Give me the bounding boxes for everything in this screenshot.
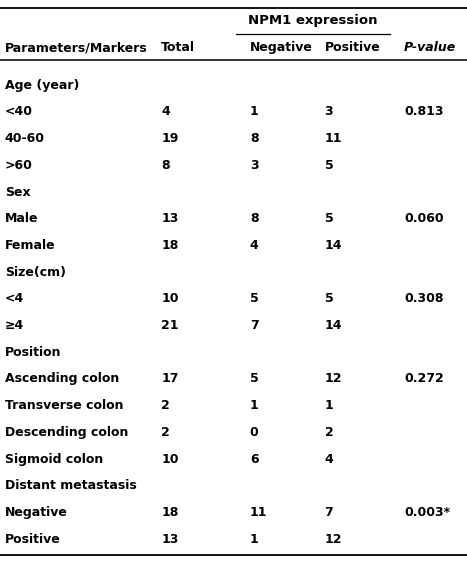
Text: 14: 14 [325, 319, 342, 332]
Text: 8: 8 [161, 159, 170, 172]
Text: 4: 4 [250, 239, 259, 252]
Text: 7: 7 [325, 506, 333, 519]
Text: Negative: Negative [250, 41, 313, 54]
Text: Female: Female [5, 239, 55, 252]
Text: 8: 8 [250, 132, 258, 145]
Text: Descending colon: Descending colon [5, 426, 128, 439]
Text: 12: 12 [325, 533, 342, 546]
Text: ≥4: ≥4 [5, 319, 24, 332]
Text: 10: 10 [161, 453, 178, 466]
Text: <4: <4 [5, 292, 24, 305]
Text: 3: 3 [250, 159, 258, 172]
Text: 4: 4 [325, 453, 333, 466]
Text: 18: 18 [161, 239, 178, 252]
Text: 0.272: 0.272 [404, 373, 444, 385]
Text: 17: 17 [161, 373, 178, 385]
Text: 1: 1 [250, 399, 259, 412]
Text: NPM1 expression: NPM1 expression [248, 14, 378, 27]
Text: 0.003*: 0.003* [404, 506, 450, 519]
Text: 2: 2 [325, 426, 333, 439]
Text: Ascending colon: Ascending colon [5, 373, 119, 385]
Text: 2: 2 [161, 399, 170, 412]
Text: 12: 12 [325, 373, 342, 385]
Text: Positive: Positive [5, 533, 60, 546]
Text: Parameters/Markers: Parameters/Markers [5, 41, 148, 54]
Text: Distant metastasis: Distant metastasis [5, 479, 136, 493]
Text: 6: 6 [250, 453, 258, 466]
Text: 1: 1 [250, 533, 259, 546]
Text: 5: 5 [325, 292, 333, 305]
Text: P-value: P-value [404, 41, 456, 54]
Text: 0.813: 0.813 [404, 105, 444, 118]
Text: 5: 5 [325, 159, 333, 172]
Text: Positive: Positive [325, 41, 380, 54]
Text: Size(cm): Size(cm) [5, 265, 66, 279]
Text: <40: <40 [5, 105, 33, 118]
Text: 1: 1 [325, 399, 333, 412]
Text: 19: 19 [161, 132, 178, 145]
Text: 14: 14 [325, 239, 342, 252]
Text: 0: 0 [250, 426, 259, 439]
Text: Sex: Sex [5, 186, 30, 199]
Text: 11: 11 [325, 132, 342, 145]
Text: Age (year): Age (year) [5, 79, 79, 91]
Text: 11: 11 [250, 506, 267, 519]
Text: Total: Total [161, 41, 195, 54]
Text: Negative: Negative [5, 506, 68, 519]
Text: 5: 5 [325, 212, 333, 225]
Text: 40-60: 40-60 [5, 132, 45, 145]
Text: 5: 5 [250, 373, 259, 385]
Text: Position: Position [5, 346, 61, 359]
Text: 3: 3 [325, 105, 333, 118]
Text: 18: 18 [161, 506, 178, 519]
Text: 21: 21 [161, 319, 178, 332]
Text: 10: 10 [161, 292, 178, 305]
Text: 13: 13 [161, 533, 178, 546]
Text: 1: 1 [250, 105, 259, 118]
Text: 8: 8 [250, 212, 258, 225]
Text: 13: 13 [161, 212, 178, 225]
Text: Male: Male [5, 212, 38, 225]
Text: 2: 2 [161, 426, 170, 439]
Text: >60: >60 [5, 159, 33, 172]
Text: 5: 5 [250, 292, 259, 305]
Text: 4: 4 [161, 105, 170, 118]
Text: 0.060: 0.060 [404, 212, 444, 225]
Text: Transverse colon: Transverse colon [5, 399, 123, 412]
Text: Sigmoid colon: Sigmoid colon [5, 453, 103, 466]
Text: 7: 7 [250, 319, 259, 332]
Text: 0.308: 0.308 [404, 292, 444, 305]
